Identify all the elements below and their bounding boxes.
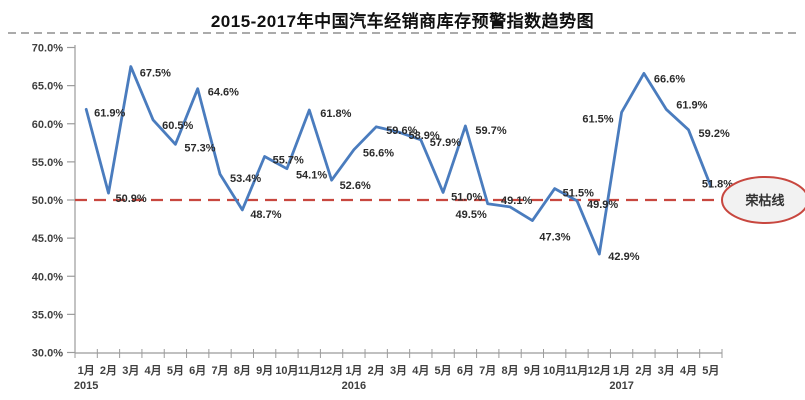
data-point-label: 61.8% bbox=[320, 108, 351, 120]
data-point-label: 54.1% bbox=[296, 170, 327, 182]
data-point-label: 57.3% bbox=[184, 142, 215, 154]
data-point-label: 66.6% bbox=[654, 73, 685, 85]
data-point-label: 56.6% bbox=[363, 148, 394, 160]
data-point-label: 48.7% bbox=[250, 209, 281, 221]
data-point-label: 57.9% bbox=[430, 137, 461, 149]
trend-line bbox=[84, 65, 713, 256]
x-axis-label: 1月 bbox=[345, 364, 362, 377]
y-axis-label: 65.0% bbox=[32, 81, 63, 93]
data-point-label: 49.5% bbox=[456, 209, 487, 221]
y-axis-label: 40.0% bbox=[32, 271, 63, 283]
x-axis-label: 3月 bbox=[390, 364, 407, 377]
data-point-label: 49.9% bbox=[587, 199, 618, 211]
data-point-label: 60.5% bbox=[162, 120, 193, 132]
x-axis-label: 6月 bbox=[189, 364, 206, 377]
y-axis-label: 35.0% bbox=[32, 309, 63, 321]
x-axis-label: 5月 bbox=[435, 364, 452, 377]
x-axis-label: 2月 bbox=[100, 364, 117, 377]
x-axis-label: 8月 bbox=[501, 364, 518, 377]
x-axis-label: 11月 bbox=[298, 364, 321, 377]
data-point-label: 52.6% bbox=[340, 180, 371, 192]
year-label: 2015 bbox=[74, 380, 98, 392]
x-axis-label: 9月 bbox=[256, 364, 273, 377]
y-axis-label: 55.0% bbox=[32, 157, 63, 169]
x-axis-label: 1月 bbox=[613, 364, 630, 377]
threshold-annotation-label: 荣枯线 bbox=[744, 193, 784, 208]
x-axis-label: 4月 bbox=[145, 364, 162, 377]
x-axis-label: 4月 bbox=[412, 364, 429, 377]
data-point-label: 50.9% bbox=[115, 193, 146, 205]
data-point-label: 42.9% bbox=[608, 251, 639, 263]
x-axis-label: 7月 bbox=[211, 364, 228, 377]
year-label: 2016 bbox=[342, 380, 366, 392]
x-axis-label: 5月 bbox=[702, 364, 719, 377]
x-axis-label: 3月 bbox=[122, 364, 139, 377]
title-separator bbox=[8, 32, 797, 34]
x-axis-label: 11月 bbox=[566, 364, 589, 377]
data-point-label: 51.5% bbox=[563, 188, 594, 200]
x-axis-label: 8月 bbox=[234, 364, 251, 377]
data-point-label: 51.8% bbox=[702, 178, 733, 190]
x-axis-label: 3月 bbox=[658, 364, 675, 377]
data-point-label: 55.7% bbox=[273, 155, 304, 167]
chart-title: 2015-2017年中国汽车经销商库存预警指数趋势图 bbox=[210, 12, 595, 31]
x-axis-label: 12月 bbox=[320, 364, 343, 377]
y-axis-label: 30.0% bbox=[32, 348, 63, 360]
x-axis-label: 2月 bbox=[368, 364, 385, 377]
data-point-label: 59.2% bbox=[699, 128, 730, 140]
x-axis-label: 4月 bbox=[680, 364, 697, 377]
data-point-label: 49.1% bbox=[501, 195, 532, 207]
data-point-label: 61.9% bbox=[676, 99, 707, 111]
data-point-label: 53.4% bbox=[230, 173, 261, 185]
y-axis-label: 45.0% bbox=[32, 233, 63, 245]
x-axis-label: 10月 bbox=[275, 364, 298, 377]
x-axis-label: 10月 bbox=[543, 364, 566, 377]
year-label: 2017 bbox=[609, 380, 633, 392]
data-point-label: 61.5% bbox=[582, 113, 613, 125]
x-axis-label: 5月 bbox=[167, 364, 184, 377]
y-axis-label: 50.0% bbox=[32, 195, 63, 207]
x-axis-label: 2月 bbox=[635, 364, 652, 377]
data-point-label: 67.5% bbox=[140, 68, 171, 80]
data-point-label: 47.3% bbox=[539, 232, 570, 244]
data-point-label: 64.6% bbox=[208, 87, 239, 99]
y-axis-label: 70.0% bbox=[32, 43, 63, 55]
x-axis-label: 1月 bbox=[78, 364, 95, 377]
data-point-label: 51.0% bbox=[451, 191, 482, 203]
data-point-label: 58.9% bbox=[409, 130, 440, 142]
data-point-label: 59.6% bbox=[386, 125, 417, 137]
x-axis-label: 9月 bbox=[524, 364, 541, 377]
x-axis-label: 12月 bbox=[588, 364, 611, 377]
data-point-label: 61.9% bbox=[94, 107, 125, 119]
x-axis-label: 6月 bbox=[457, 364, 474, 377]
y-axis-label: 60.0% bbox=[32, 119, 63, 131]
threshold-annotation-ellipse bbox=[721, 176, 805, 224]
x-axis-label: 7月 bbox=[479, 364, 496, 377]
data-point-label: 59.7% bbox=[475, 125, 506, 137]
